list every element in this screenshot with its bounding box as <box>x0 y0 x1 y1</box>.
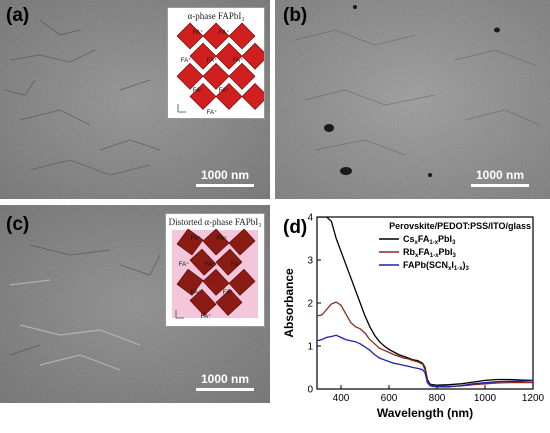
panel-label-b: (b) <box>283 5 308 26</box>
sem-image-b <box>275 0 550 199</box>
octahedron <box>241 83 264 110</box>
octahedron <box>176 228 204 256</box>
cation-label: FA⁺ <box>217 235 228 242</box>
y-axis-label: Absorbance <box>282 268 296 338</box>
octahedra-lattice-a: FA⁺ FA⁺ FA⁺ FA⁺ FA⁺ FA⁺ FA⁺ FA⁺ <box>176 22 264 116</box>
sem-panel-a: (a) α-phase FAPbI₃ FA⁺ FA⁺ FA⁺ FA⁺ FA⁺ FA⁺ FA⁺… <box>0 0 270 199</box>
octahedron <box>228 62 256 90</box>
scale-bar-label-b: 1000 nm <box>475 168 525 182</box>
cation-label: FA⁺ <box>193 29 204 36</box>
series-line <box>317 334 533 388</box>
x-tick-label: 1200 <box>522 393 545 404</box>
y-tick-label: 4 <box>307 213 313 224</box>
axis-glyph-icon <box>175 310 184 319</box>
plot-frame <box>316 216 534 390</box>
x-tick-label: 400 <box>333 393 350 404</box>
x-tick-label: 800 <box>429 393 446 404</box>
octahedron <box>228 268 256 296</box>
series-line <box>317 217 533 386</box>
scale-bar-b: 1000 nm <box>465 168 535 187</box>
cation-label: FA⁺ <box>223 289 234 296</box>
cation-label: FA⁺ <box>201 313 212 320</box>
cation-label: FA⁺ <box>191 289 202 296</box>
chart-title: Perovskite/PEDOT:PSS/ITO/glass <box>389 221 531 231</box>
octahedron <box>176 268 204 296</box>
octahedron <box>189 42 217 70</box>
cation-label: FA⁺ <box>231 261 242 268</box>
inset-title-c: Distorted α-phase FAPbI₃ <box>168 217 262 227</box>
octahedron <box>176 62 204 90</box>
y-tick-label: 1 <box>307 342 313 353</box>
cation-label: FA⁺ <box>181 57 192 64</box>
x-tick-label: 1000 <box>474 393 497 404</box>
octahedron <box>189 83 217 110</box>
legend-entry: FAPb(SCNxI1-x)3 <box>403 260 470 272</box>
cation-label: FA⁺ <box>207 109 218 116</box>
cation-label: FA⁺ <box>219 29 230 36</box>
octahedron <box>215 248 243 276</box>
legend-entry: RbxFA1-xPbI3 <box>403 247 457 259</box>
cation-label: FA⁺ <box>179 261 190 268</box>
cation-label: FA⁺ <box>193 87 204 94</box>
scale-bar-label-a: 1000 nm <box>200 168 250 182</box>
inset-crystal-a: α-phase FAPbI₃ FA⁺ FA⁺ FA⁺ FA⁺ FA⁺ FA⁺ FA⁺ FA⁺ <box>167 7 265 119</box>
legend-entry: CsxFA1-xPbI3 <box>403 234 456 246</box>
y-tick-label: 0 <box>307 385 313 396</box>
octahedron <box>215 42 243 70</box>
cation-label: FA⁺ <box>191 235 202 242</box>
octahedron <box>176 22 204 50</box>
octahedron <box>228 22 256 50</box>
octahedron <box>202 22 230 50</box>
cation-label: FA⁺ <box>205 261 216 268</box>
x-axis-label: Wavelength (nm) <box>377 406 473 420</box>
scale-bar-c: 1000 nm <box>190 372 260 391</box>
cation-label: FA⁺ <box>219 87 230 94</box>
octahedron <box>241 42 264 70</box>
octahedron <box>189 289 217 316</box>
inset-crystal-c: Distorted α-phase FAPbI₃ FA⁺ FA⁺ FA⁺ FA⁺ FA⁺… <box>165 213 265 327</box>
scale-bar-label-c: 1000 nm <box>200 372 250 386</box>
octahedron <box>215 289 243 316</box>
absorbance-chart-panel: 400 600 800 1000 1200 0 1 2 3 4 Wavelength (nm) Abs… <box>275 205 550 428</box>
y-tick-label: 3 <box>307 256 313 267</box>
inset-title-a: α-phase FAPbI₃ <box>187 11 245 21</box>
cation-label: FA⁺ <box>233 57 244 64</box>
octahedra-lattice-c: FA⁺ FA⁺ FA⁺ FA⁺ FA⁺ FA⁺ FA⁺ FA⁺ <box>172 228 258 320</box>
octahedron <box>202 228 230 256</box>
sem-panel-c: (c) Distorted α-phase FAPbI₃ FA⁺ FA⁺ FA⁺ FA… <box>0 205 270 403</box>
axis-glyph-icon <box>177 104 186 113</box>
cation-label: FA⁺ <box>207 57 218 64</box>
octahedron <box>189 248 217 276</box>
sem-panel-b: (b) 1000 nm <box>275 0 550 199</box>
octahedron <box>215 83 243 110</box>
octahedron <box>202 268 230 296</box>
panel-label-d: (d) <box>283 217 307 238</box>
x-tick-label: 600 <box>381 393 398 404</box>
octahedron <box>202 62 230 90</box>
panel-label-a: (a) <box>6 5 30 26</box>
absorbance-chart: 400 600 800 1000 1200 0 1 2 3 4 Wavelength (nm) Abs… <box>282 213 545 421</box>
scale-bar-a: 1000 nm <box>190 168 260 187</box>
y-tick-label: 2 <box>307 299 313 310</box>
panel-label-c: (c) <box>6 214 30 235</box>
octahedron <box>228 228 256 256</box>
